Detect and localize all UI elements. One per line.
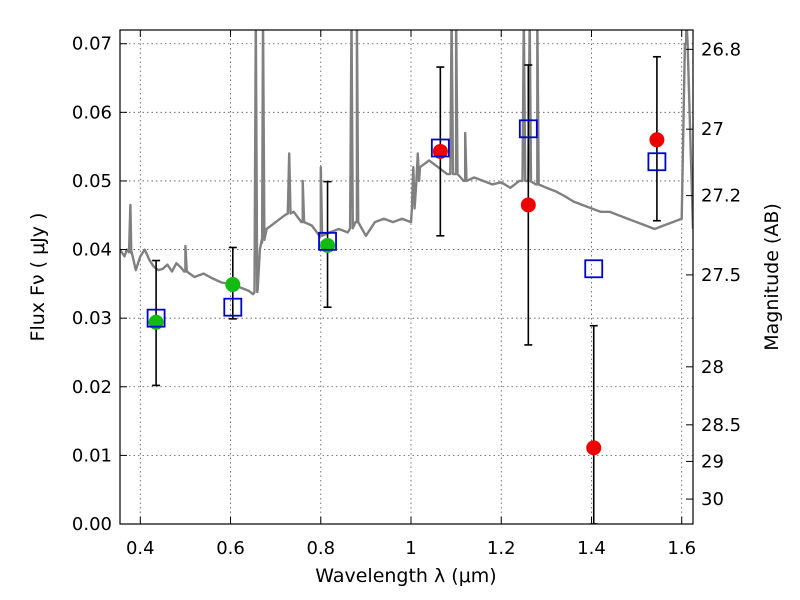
right-axis-title: Magnitude (AB)	[761, 203, 783, 351]
data-point-red	[649, 132, 665, 148]
y-tick-label: 0.02	[72, 377, 112, 398]
y-tick-label: 0.07	[72, 34, 112, 55]
y-tick-label: 0.05	[72, 171, 112, 192]
plot-frame	[119, 29, 694, 525]
data-point-red	[586, 440, 602, 456]
data-point-square	[223, 297, 243, 317]
y-tick-label: 0.00	[72, 514, 112, 535]
right-tick-label: 28	[701, 357, 724, 378]
y-tick-label: 0.01	[72, 445, 112, 466]
x-tick-label: 1.2	[487, 538, 516, 559]
x-tick-label: 0.6	[216, 538, 245, 559]
x-tick-label: 1.6	[667, 538, 696, 559]
x-tick-label: 0.8	[306, 538, 335, 559]
axes: 0.4 0.6 0.8 1 1.2 1.4 1.6 0.00 0.01 0.02 0.03 0.04 0…	[72, 30, 741, 559]
data-point-red	[432, 143, 448, 159]
data-point-square	[430, 138, 450, 158]
right-tick-label: 28.5	[701, 415, 741, 436]
y-axis-title: Flux Fν ( μJy )	[27, 213, 49, 342]
data-point-square	[584, 259, 604, 279]
data-point-red	[520, 197, 536, 213]
y-tick-label: 0.06	[72, 102, 112, 123]
right-tick-label: 29	[701, 451, 724, 472]
data-point-green	[225, 277, 241, 293]
right-tick-label: 27.5	[701, 265, 741, 286]
right-tick-label: 30	[701, 489, 724, 510]
model-spectrum-line	[120, 30, 693, 296]
x-axis-title: Wavelength λ (μm)	[315, 565, 496, 587]
x-tick-label: 1.4	[577, 538, 606, 559]
data-point-square	[518, 119, 538, 139]
data-point-square	[146, 308, 166, 328]
plot-content	[120, 30, 693, 524]
y-tick-label: 0.03	[72, 308, 112, 329]
x-tick-label: 1	[405, 538, 416, 559]
right-tick-label: 27	[701, 119, 724, 140]
right-tick-label: 27.2	[701, 186, 741, 207]
x-tick-label: 0.4	[126, 538, 155, 559]
right-tick-label: 26.8	[701, 39, 741, 60]
plot-area	[120, 30, 693, 524]
data-point-square	[318, 231, 337, 251]
y-tick-label: 0.04	[72, 240, 112, 261]
data-point-square	[647, 152, 667, 172]
